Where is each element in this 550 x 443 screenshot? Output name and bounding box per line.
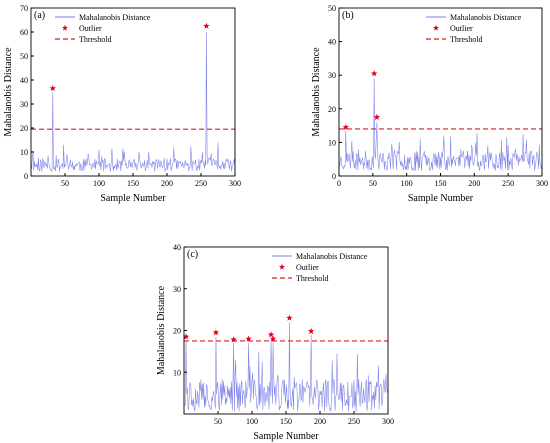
panel-label: (c) bbox=[187, 249, 198, 260]
x-tick-label: 250 bbox=[195, 179, 207, 188]
outlier-point bbox=[267, 331, 275, 338]
legend-threshold-label: Threshold bbox=[296, 274, 328, 283]
outlier-point bbox=[269, 335, 277, 342]
legend-series-label: Mahalanobis Distance bbox=[79, 13, 151, 22]
x-axis-title: Sample Number bbox=[253, 431, 319, 442]
legend-outlier-swatch bbox=[432, 24, 440, 31]
outlier-point bbox=[49, 85, 56, 92]
x-tick-label: 150 bbox=[127, 179, 139, 188]
x-tick-label: 300 bbox=[536, 179, 548, 188]
y-tick-label: 20 bbox=[173, 327, 181, 336]
y-axis-title: Mahalanobis Distance bbox=[156, 285, 167, 375]
outlier-point bbox=[182, 333, 190, 340]
x-tick-label: 200 bbox=[314, 417, 326, 426]
x-tick-label: 100 bbox=[246, 417, 258, 426]
series-line bbox=[339, 78, 543, 172]
y-tick-label: 40 bbox=[173, 243, 181, 252]
legend-outlier-swatch bbox=[61, 24, 69, 31]
outlier-point bbox=[203, 22, 210, 29]
legend: Mahalanobis Distance Outlier Threshold bbox=[426, 13, 522, 44]
y-tick-label: 20 bbox=[20, 124, 28, 133]
x-tick-label: 50 bbox=[214, 417, 222, 426]
x-axis-title: Sample Number bbox=[100, 193, 166, 204]
x-tick-label: 250 bbox=[348, 417, 360, 426]
y-tick-label: 20 bbox=[328, 105, 336, 114]
series-line bbox=[31, 31, 236, 173]
y-axis-title: Mahalanobis Distance bbox=[311, 47, 322, 137]
panel-label: (a) bbox=[34, 10, 45, 21]
x-tick-label: 200 bbox=[468, 179, 480, 188]
y-tick-label: 10 bbox=[173, 368, 181, 377]
y-tick-label: 60 bbox=[20, 28, 28, 37]
y-tick-label: 0 bbox=[24, 172, 28, 181]
y-tick-label: 0 bbox=[332, 172, 336, 181]
legend-outlier-label: Outlier bbox=[296, 263, 319, 272]
y-tick-label: 50 bbox=[328, 4, 336, 13]
x-tick-label: 50 bbox=[61, 179, 69, 188]
series-line bbox=[184, 322, 389, 412]
y-tick-label: 50 bbox=[20, 52, 28, 61]
x-axis-title: Sample Number bbox=[408, 193, 474, 204]
y-tick-label: 30 bbox=[20, 100, 28, 109]
plot-frame bbox=[30, 7, 236, 177]
x-tick-label: 250 bbox=[502, 179, 514, 188]
y-tick-label: 40 bbox=[328, 38, 336, 47]
y-axis-title: Mahalanobis Distance bbox=[3, 47, 14, 137]
legend-outlier-label: Outlier bbox=[79, 24, 102, 33]
x-tick-label: 300 bbox=[382, 417, 394, 426]
outlier-point bbox=[230, 336, 237, 343]
legend-series-label: Mahalanobis Distance bbox=[450, 13, 522, 22]
plot-frame bbox=[183, 246, 389, 415]
x-tick-label: 100 bbox=[93, 179, 105, 188]
y-tick-label: 10 bbox=[328, 138, 336, 147]
chart-panel-3: 50 100 150 200 250 300 10 20 30 40 Sample Number Ma… bbox=[156, 243, 394, 442]
legend: Mahalanobis Distance Outlier Threshold bbox=[272, 252, 368, 283]
x-tick-label: 100 bbox=[401, 179, 413, 188]
y-tick-label: 30 bbox=[173, 285, 181, 294]
panel-label: (b) bbox=[342, 10, 354, 21]
chart-panel-1: 50 100 150 200 250 300 0 10 20 30 40 50 60 70 Sample N… bbox=[3, 4, 241, 204]
plot-frame bbox=[338, 7, 543, 177]
legend: Mahalanobis Distance Outlier Threshold bbox=[55, 13, 151, 44]
y-tick-label: 70 bbox=[20, 4, 28, 13]
outlier-point bbox=[342, 123, 349, 131]
legend-outlier-swatch bbox=[278, 263, 286, 270]
outlier-point bbox=[370, 70, 378, 77]
legend-threshold-label: Threshold bbox=[79, 35, 111, 44]
y-tick-label: 30 bbox=[328, 71, 336, 80]
x-tick-label: 0 bbox=[337, 179, 341, 188]
outlier-point bbox=[307, 327, 315, 335]
y-tick-label: 40 bbox=[20, 76, 28, 85]
legend-outlier-label: Outlier bbox=[450, 24, 473, 33]
outlier-point bbox=[286, 314, 293, 321]
x-tick-label: 300 bbox=[229, 179, 241, 188]
legend-series-label: Mahalanobis Distance bbox=[296, 252, 368, 261]
outlier-point bbox=[373, 113, 381, 120]
x-tick-label: 150 bbox=[435, 179, 447, 188]
chart-panel-2: 0 50 100 150 200 250 300 0 10 20 30 40 50 Sample Numb… bbox=[311, 4, 548, 204]
outlier-point bbox=[212, 329, 220, 336]
legend-threshold-label: Threshold bbox=[450, 35, 482, 44]
x-tick-label: 150 bbox=[280, 417, 292, 426]
y-tick-label: 10 bbox=[20, 148, 28, 157]
outlier-point bbox=[245, 335, 252, 342]
x-tick-label: 200 bbox=[161, 179, 173, 188]
x-tick-label: 50 bbox=[369, 179, 377, 188]
